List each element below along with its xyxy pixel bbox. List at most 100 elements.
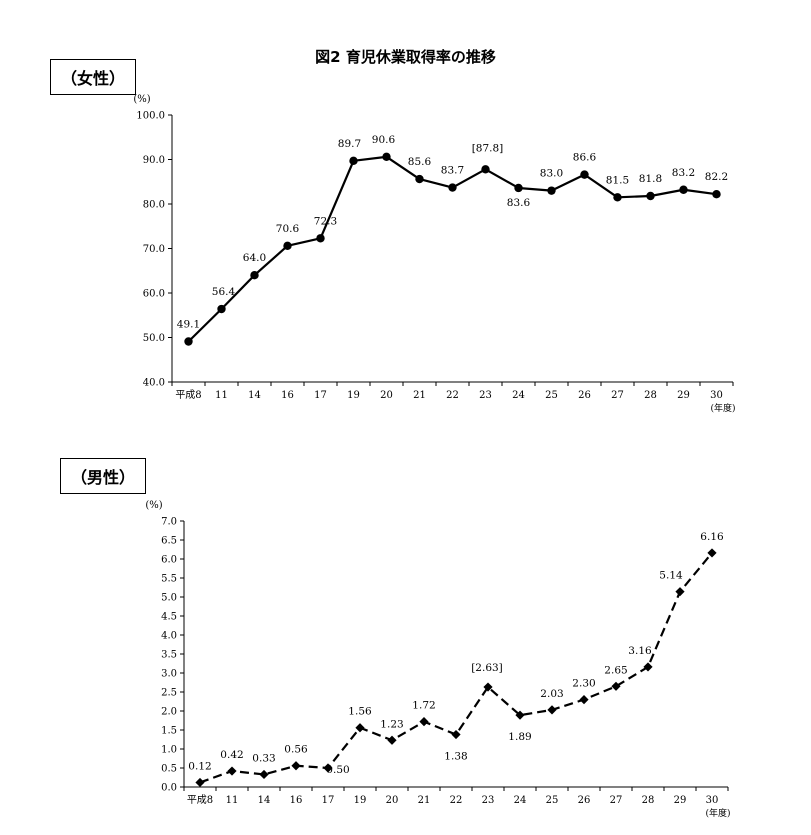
female-data-point bbox=[316, 234, 325, 243]
female-data-label: 86.6 bbox=[573, 152, 597, 164]
female-y-unit-label: (%) bbox=[133, 94, 150, 105]
male-data-label: 1.56 bbox=[348, 706, 372, 718]
male-data-point bbox=[611, 681, 621, 691]
male-x-tick-label: 16 bbox=[290, 795, 303, 806]
male-data-label: 5.14 bbox=[659, 570, 683, 582]
female-data-label: 83.6 bbox=[507, 197, 531, 209]
male-y-tick-label: 3.5 bbox=[161, 650, 177, 661]
female-x-tick-label: 21 bbox=[413, 390, 426, 401]
male-data-point bbox=[259, 769, 269, 780]
male-x-tick-label: 20 bbox=[386, 795, 399, 806]
male-data-point bbox=[707, 548, 717, 558]
male-data-label: 1.72 bbox=[412, 700, 435, 712]
male-x-tick-label: 26 bbox=[578, 795, 591, 806]
female-data-point bbox=[250, 271, 259, 280]
female-data-point bbox=[448, 183, 457, 192]
male-x-tick-label: 19 bbox=[354, 795, 367, 806]
female-data-point bbox=[283, 241, 292, 251]
male-x-tick-label: 25 bbox=[546, 795, 559, 806]
female-data-point bbox=[679, 185, 688, 194]
female-data-label: [87.8] bbox=[472, 142, 504, 154]
male-y-tick-label: 7.0 bbox=[161, 517, 177, 528]
male-data-point bbox=[675, 587, 685, 597]
male-data-point bbox=[323, 763, 333, 773]
male-y-tick-label: 3.0 bbox=[161, 669, 177, 680]
female-x-unit-label: (年度) bbox=[710, 402, 735, 414]
female-data-point bbox=[613, 193, 622, 202]
female-y-tick-label: 60.0 bbox=[143, 289, 165, 300]
male-data-point bbox=[547, 705, 557, 715]
female-data-point bbox=[415, 174, 424, 184]
female-x-tick-label: 16 bbox=[281, 390, 294, 401]
male-data-label: 1.23 bbox=[380, 718, 403, 730]
male-data-label: 0.50 bbox=[326, 764, 349, 776]
male-data-point bbox=[387, 735, 397, 745]
female-data-label: 70.6 bbox=[276, 223, 300, 235]
female-x-tick-label: 19 bbox=[347, 390, 360, 401]
page-title: 図2 育児休業取得率の推移 bbox=[315, 48, 496, 66]
female-data-label: 81.8 bbox=[639, 173, 662, 185]
female-data-point bbox=[580, 170, 589, 179]
female-data-label: 83.2 bbox=[672, 167, 695, 179]
male-x-tick-label: 平成8 bbox=[187, 794, 213, 806]
female-y-tick-label: 100.0 bbox=[136, 111, 165, 122]
female-y-tick-label: 50.0 bbox=[143, 333, 165, 344]
male-y-tick-label: 2.5 bbox=[161, 688, 177, 699]
female-data-point bbox=[547, 186, 556, 195]
male-data-label: 6.16 bbox=[700, 531, 724, 543]
female-x-tick-label: 14 bbox=[248, 390, 261, 401]
male-y-tick-label: 1.5 bbox=[161, 726, 177, 737]
female-data-point bbox=[184, 337, 193, 346]
female-x-tick-label: 11 bbox=[215, 390, 228, 401]
male-data-label: 3.16 bbox=[628, 645, 652, 657]
male-data-label: 1.89 bbox=[508, 731, 531, 743]
female-data-point bbox=[646, 191, 655, 201]
female-data-label: 81.5 bbox=[606, 174, 629, 186]
female-y-tick-label: 40.0 bbox=[143, 378, 165, 389]
male-data-point bbox=[227, 766, 237, 776]
female-x-tick-label: 23 bbox=[479, 390, 492, 401]
male-x-tick-label: 29 bbox=[674, 795, 687, 806]
female-x-tick-label: 29 bbox=[677, 390, 690, 401]
female-data-label: 90.6 bbox=[372, 134, 396, 146]
female-section-label: （女性） bbox=[50, 59, 137, 95]
male-x-tick-label: 21 bbox=[418, 795, 431, 806]
male-y-tick-label: 5.5 bbox=[161, 574, 177, 585]
female-y-tick-label: 70.0 bbox=[143, 244, 165, 255]
male-data-label: 2.65 bbox=[604, 664, 627, 676]
male-y-tick-label: 0.5 bbox=[161, 764, 177, 775]
male-section-label: （男性） bbox=[60, 458, 147, 494]
male-x-tick-label: 27 bbox=[610, 795, 623, 806]
male-data-point bbox=[419, 717, 429, 727]
female-data-label: 83.7 bbox=[441, 165, 464, 177]
female-data-point bbox=[349, 156, 358, 166]
female-data-label: 64.0 bbox=[243, 252, 266, 264]
female-data-label: 56.4 bbox=[212, 286, 236, 298]
male-y-tick-label: 6.5 bbox=[161, 536, 177, 547]
male-data-point bbox=[451, 729, 461, 740]
female-x-tick-label: 22 bbox=[446, 390, 459, 401]
female-data-point bbox=[217, 304, 226, 314]
male-data-point bbox=[515, 710, 525, 720]
female-x-tick-label: 平成8 bbox=[175, 389, 201, 401]
male-series-line bbox=[199, 552, 713, 784]
male-y-tick-label: 4.5 bbox=[161, 612, 177, 623]
male-data-point bbox=[483, 682, 493, 692]
female-data-label: 89.7 bbox=[338, 138, 361, 150]
male-x-tick-label: 22 bbox=[450, 795, 463, 806]
male-data-point bbox=[195, 777, 205, 788]
male-data-point bbox=[291, 761, 301, 771]
female-data-label: 72.3 bbox=[314, 215, 337, 227]
male-data-point bbox=[355, 723, 365, 733]
male-data-label: 1.38 bbox=[444, 751, 467, 763]
male-data-label: 2.03 bbox=[540, 688, 563, 700]
female-data-point bbox=[382, 152, 391, 162]
male-data-label: 0.56 bbox=[284, 744, 308, 756]
female-data-point bbox=[481, 165, 490, 174]
female-x-tick-label: 26 bbox=[578, 390, 591, 401]
male-x-tick-label: 24 bbox=[514, 795, 527, 806]
male-x-tick-label: 14 bbox=[258, 795, 271, 806]
male-y-tick-label: 6.0 bbox=[161, 555, 177, 566]
male-x-tick-label: 11 bbox=[226, 795, 239, 806]
